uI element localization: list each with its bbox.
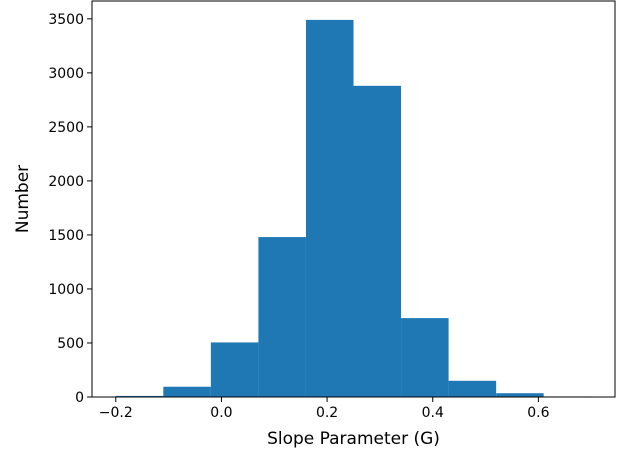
x-tick-label: −0.2 xyxy=(99,405,133,421)
x-tick-label: 0.0 xyxy=(210,405,232,421)
y-tick-label: 0 xyxy=(75,390,84,406)
plot-frame xyxy=(91,0,616,398)
y-tick-label: 1000 xyxy=(48,282,84,298)
y-tick-label: 1500 xyxy=(48,228,84,244)
y-tick-label: 2500 xyxy=(48,120,84,136)
y-axis-label: Number xyxy=(13,165,33,233)
histogram-bar xyxy=(353,85,402,398)
histogram-bar xyxy=(115,395,164,397)
histogram-bar xyxy=(401,318,449,397)
y-tick-label: 3500 xyxy=(48,12,84,28)
histogram-bar xyxy=(305,19,354,397)
y-tick-label: 3000 xyxy=(48,66,84,82)
histogram-bar xyxy=(448,380,497,397)
x-tick-label: 0.6 xyxy=(527,405,549,421)
y-axis-ticks: 0 500 1000 1500 2000 2500 3000 3500 xyxy=(48,12,92,406)
histogram-bar xyxy=(496,393,544,397)
histogram-bar xyxy=(210,342,259,397)
x-tick-label: 0.4 xyxy=(422,405,444,421)
x-axis-label: Slope Parameter (G) xyxy=(267,429,440,449)
histogram-bar xyxy=(163,386,211,397)
x-tick-label: 0.2 xyxy=(316,405,338,421)
bars-group xyxy=(115,19,592,398)
y-tick-label: 500 xyxy=(57,336,84,352)
x-axis-ticks: −0.2 0.0 0.2 0.4 0.6 xyxy=(99,397,550,421)
y-tick-label: 2000 xyxy=(48,174,84,190)
histogram-bar xyxy=(258,237,306,397)
